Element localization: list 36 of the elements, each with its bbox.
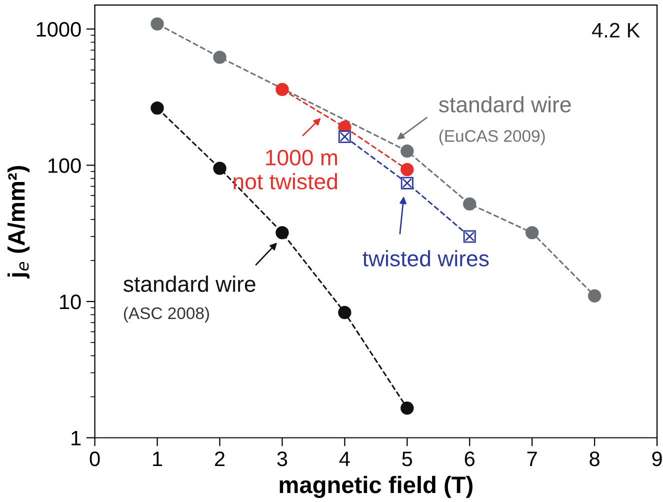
y-tick-label: 1 bbox=[72, 430, 81, 446]
point bbox=[276, 226, 289, 240]
point bbox=[276, 82, 289, 96]
y-axis-title: j$_{e}$ (A/mm²) bbox=[8, 166, 30, 279]
point bbox=[213, 162, 226, 175]
point bbox=[400, 144, 414, 158]
x-tick-label: 7 bbox=[527, 452, 537, 466]
y-tick-label: 1000 bbox=[36, 22, 81, 37]
legend-label: 1000 m not twisted bbox=[234, 150, 338, 190]
legend-label: twisted wires bbox=[362, 250, 489, 266]
x-axis-title: magnetic field (T) bbox=[280, 476, 472, 498]
point bbox=[588, 289, 602, 302]
point bbox=[213, 50, 226, 64]
x-tick-label: 8 bbox=[590, 451, 600, 466]
annotation: 4.2 K bbox=[592, 22, 640, 38]
x-tick-label: 3 bbox=[277, 451, 288, 466]
series-label: standard wire bbox=[439, 96, 571, 112]
point bbox=[150, 17, 164, 31]
x-tick-label: 5 bbox=[402, 452, 412, 466]
y-tick-label: 10 bbox=[60, 294, 81, 310]
annotation: (ASC 2008) bbox=[124, 306, 209, 322]
annotation: (EuCAS 2009) bbox=[439, 130, 545, 146]
point bbox=[400, 402, 414, 415]
point bbox=[525, 226, 539, 240]
x-tick-label: 1 bbox=[153, 452, 162, 466]
point bbox=[150, 101, 164, 115]
x-tick-label: 9 bbox=[652, 451, 662, 466]
x-tick-label: 2 bbox=[215, 451, 224, 466]
y-tick-label: 100 bbox=[48, 158, 81, 174]
x-tick-label: 0 bbox=[90, 451, 100, 466]
x-tick-label: 6 bbox=[464, 451, 475, 466]
x-tick-label: 4 bbox=[339, 452, 350, 466]
point bbox=[463, 197, 476, 211]
point bbox=[338, 306, 352, 320]
point bbox=[400, 162, 414, 176]
legend-label: standard wire bbox=[124, 276, 256, 292]
